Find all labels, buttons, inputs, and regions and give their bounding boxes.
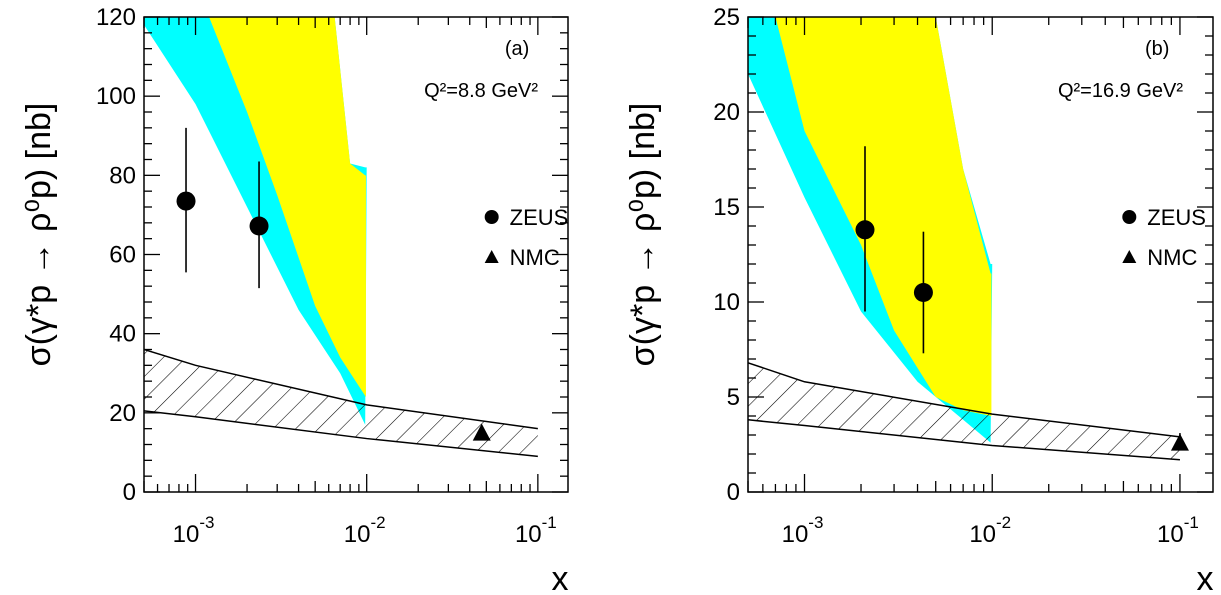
x-tick-base: 10 — [173, 521, 200, 548]
legend-zeus-marker — [484, 210, 499, 224]
nmc-point — [1170, 433, 1189, 451]
y-tick-label: 60 — [109, 242, 136, 269]
legend-label: ZEUS — [1147, 205, 1206, 230]
y-tick-label: 80 — [109, 162, 136, 189]
panel-label: (b) — [1145, 38, 1169, 60]
panel-label: (a) — [505, 38, 529, 60]
zeus-point — [249, 216, 269, 236]
x-tick-base: 10 — [969, 521, 996, 548]
y-tick-label: 20 — [109, 400, 136, 427]
x-tick-exponent: -3 — [199, 513, 214, 532]
x-tick-label: 10-2 — [344, 513, 386, 548]
legend-label: NMC — [1147, 245, 1197, 270]
x-tick-base: 10 — [782, 521, 809, 548]
zeus-point — [176, 191, 196, 211]
nmc-point — [472, 423, 491, 441]
y-axis-title: σ(γ*p → ρ⁰p) [nb] — [20, 103, 58, 367]
zeus-point — [913, 283, 933, 302]
q2-annotation: Q²=16.9 GeV² — [1058, 80, 1183, 102]
plot-frame — [747, 16, 1214, 493]
x-tick-label: 10-1 — [1157, 513, 1199, 548]
y-tick-label: 100 — [96, 83, 136, 110]
x-tick-base: 10 — [515, 521, 542, 548]
x-tick-label: 10-3 — [782, 513, 824, 548]
legend-label: NMC — [510, 245, 560, 270]
q2-annotation: Q²=8.8 GeV² — [424, 80, 538, 102]
y-tick-label: 15 — [713, 194, 740, 221]
x-axis-title: x — [552, 560, 569, 595]
x-tick-label: 10-1 — [515, 513, 557, 548]
x-tick-base: 10 — [344, 521, 371, 548]
x-tick-exponent: -1 — [1184, 513, 1199, 532]
x-tick-base: 10 — [1157, 521, 1184, 548]
y-tick-label: 120 — [96, 4, 136, 31]
legend-label: ZEUS — [510, 205, 569, 230]
y-tick-label: 20 — [713, 99, 740, 126]
x-tick-exponent: -2 — [996, 513, 1011, 532]
y-tick-label: 5 — [727, 384, 740, 411]
legend-nmc-marker — [1122, 250, 1137, 263]
hatched-band — [748, 362, 1180, 460]
x-tick-label: 10-2 — [969, 513, 1011, 548]
x-tick-label: 10-3 — [173, 513, 215, 548]
yellow-band — [775, 17, 992, 416]
zeus-point — [855, 220, 875, 240]
y-tick-label: 40 — [109, 321, 136, 348]
x-tick-exponent: -3 — [808, 513, 823, 532]
legend-nmc-marker — [484, 250, 499, 263]
hatched-band-lower-edge — [144, 410, 538, 458]
y-tick-label: 25 — [713, 4, 740, 31]
yellow-band — [209, 17, 366, 397]
y-axis-title: σ(γ*p → ρ⁰p) [nb] — [624, 103, 662, 367]
y-tick-label: 0 — [727, 479, 740, 506]
x-tick-exponent: -1 — [542, 513, 557, 532]
hatched-band-upper-edge — [144, 348, 538, 430]
x-tick-exponent: -2 — [370, 513, 385, 532]
legend-zeus-marker — [1122, 210, 1137, 224]
x-axis-title: x — [1197, 560, 1214, 595]
hatched-band-lower-edge — [748, 419, 1181, 461]
y-tick-label: 10 — [713, 289, 740, 316]
y-tick-label: 0 — [123, 479, 136, 506]
hatched-band-upper-edge — [748, 362, 1181, 438]
